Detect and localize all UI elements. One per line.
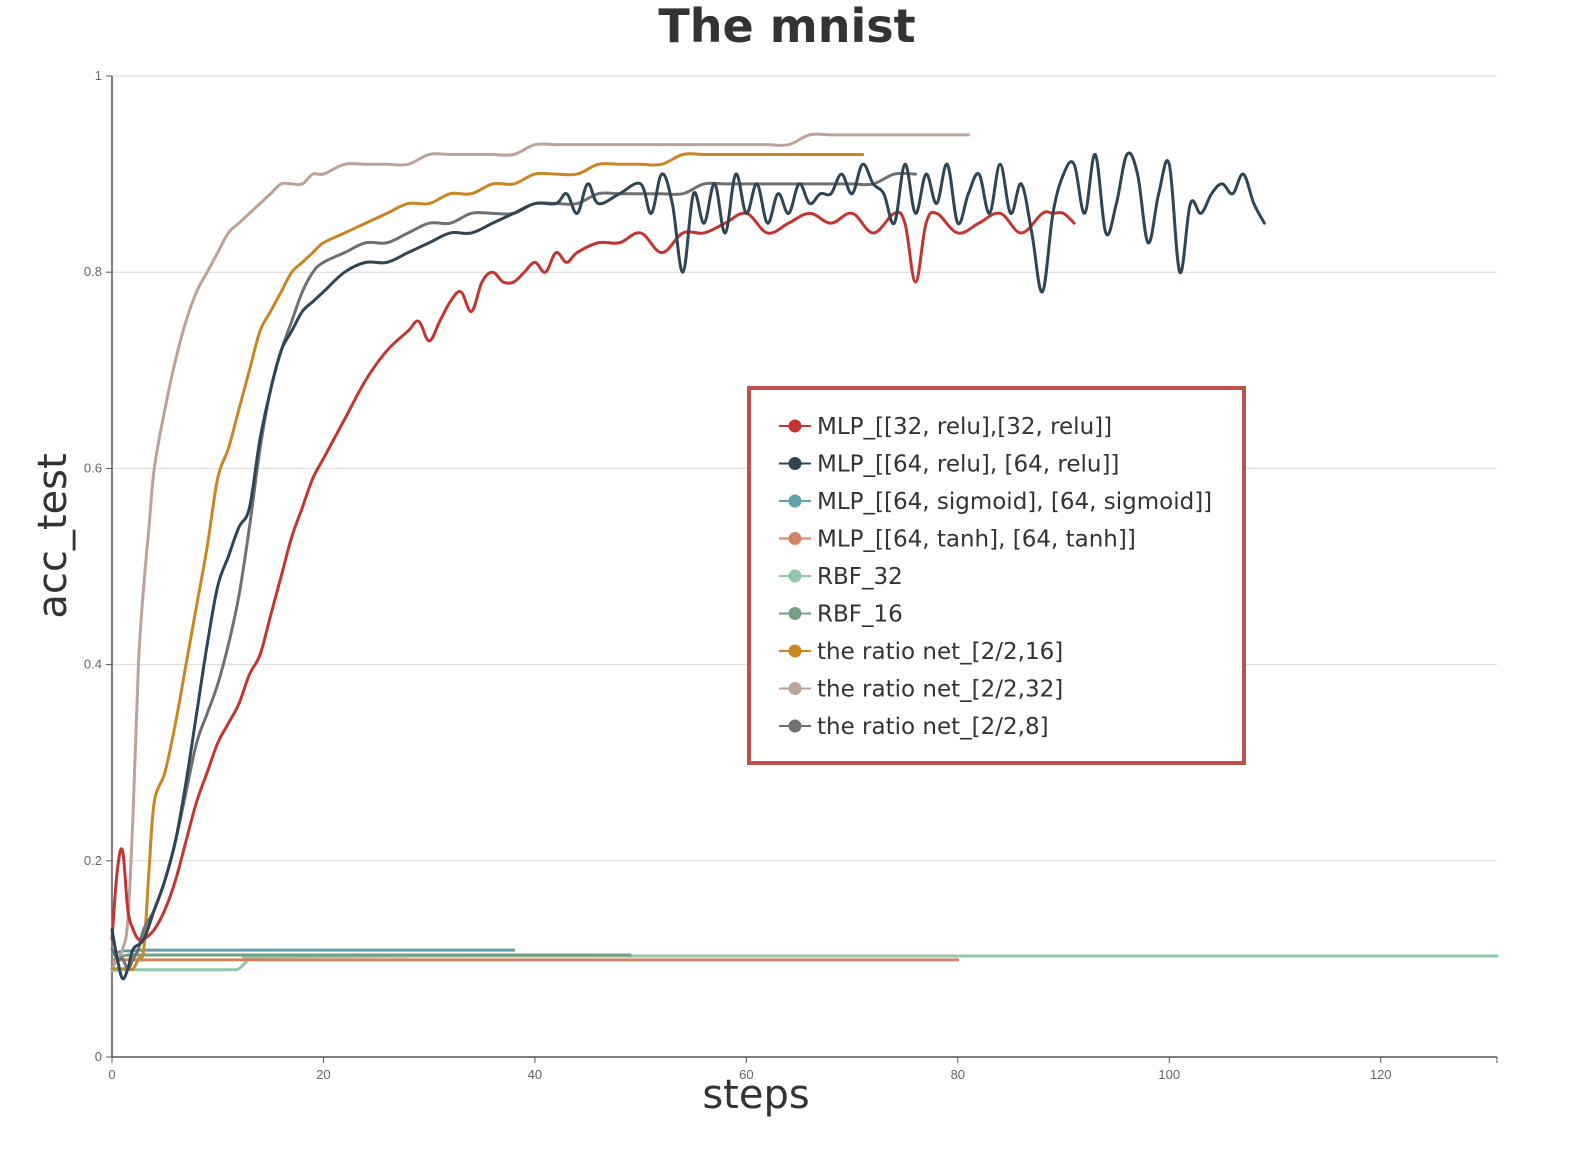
x-tick-label: 120 — [1370, 1067, 1392, 1082]
legend-item-rbf-32[interactable]: RBF_32 — [779, 564, 903, 590]
legend-label: RBF_16 — [817, 602, 903, 628]
series-line-mlp-64-sigmoid-64-sigmoid — [110, 948, 516, 956]
y-tick-label: 1 — [95, 68, 102, 83]
series-line-the-ratio-net-2-2-16 — [110, 152, 865, 971]
series-lines — [110, 132, 1499, 981]
y-tick-label: 0 — [95, 1049, 102, 1064]
x-tick-label: 20 — [316, 1067, 330, 1082]
y-tick-label: 0.8 — [84, 264, 102, 279]
x-tick-label: 100 — [1158, 1067, 1180, 1082]
legend-label: the ratio net_[2/2,16] — [817, 639, 1063, 665]
legend-marker — [788, 457, 802, 470]
x-axis-title: steps — [702, 1072, 809, 1118]
legend-label: MLP_[[32, relu],[32, relu]] — [817, 414, 1112, 440]
legend-marker — [788, 719, 802, 733]
axes — [111, 76, 1497, 1058]
series-line-rbf-16 — [110, 953, 632, 963]
legend-item-rbf-16[interactable]: RBF_16 — [779, 602, 903, 628]
legend-label: MLP_[[64, relu], [64, relu]] — [817, 452, 1119, 478]
legend-marker — [788, 682, 802, 695]
y-tick-label: 0.6 — [84, 460, 102, 475]
legend-items: MLP_[[32, relu],[32, relu]] MLP_[[64, rel… — [779, 414, 1212, 740]
legend-label: RBF_32 — [817, 564, 903, 590]
legend-marker — [788, 607, 802, 620]
x-tick-label: 40 — [528, 1067, 542, 1082]
chart-title: The mnist — [658, 0, 915, 53]
series-line-mlp-64-tanh-64-tanh — [110, 958, 960, 963]
legend: MLP_[[32, relu],[32, relu]] MLP_[[64, rel… — [747, 386, 1246, 765]
series-line-the-ratio-net-2-2-32 — [110, 132, 970, 971]
y-axis-ticks: 0 0.2 0.4 0.6 0.8 1 — [84, 68, 112, 1064]
series-line-mlp-64-relu-64-relu — [110, 151, 1266, 981]
y-axis-title: acc_test — [30, 453, 76, 618]
x-tick-label: 80 — [951, 1067, 965, 1082]
y-tick-label: 0.4 — [84, 657, 102, 672]
legend-label: MLP_[[64, tanh], [64, tanh]] — [817, 527, 1136, 553]
legend-label: the ratio net_[2/2,8] — [817, 714, 1049, 740]
legend-box — [747, 386, 1246, 765]
legend-marker — [788, 569, 802, 583]
legend-item-mlp-64-sigmoid-64-sigmoid[interactable]: MLP_[[64, sigmoid], [64, sigmoid]] — [779, 489, 1212, 515]
legend-item-the-ratio-net-2-2-16[interactable]: the ratio net_[2/2,16] — [779, 639, 1063, 665]
x-tick-label: 60 — [739, 1067, 753, 1082]
x-axis-ticks: 0 20 40 60 80 100 120 — [108, 1057, 1498, 1082]
legend-item-the-ratio-net-2-2-32[interactable]: the ratio net_[2/2,32] — [779, 677, 1063, 703]
y-tick-label: 0.2 — [84, 853, 102, 868]
series-line-rbf-32 — [110, 954, 1499, 973]
legend-item-mlp-64-tanh-64-tanh[interactable]: MLP_[[64, tanh], [64, tanh]] — [779, 527, 1136, 553]
legend-marker — [788, 532, 802, 545]
legend-marker — [788, 494, 802, 508]
legend-marker — [788, 644, 802, 658]
x-tick-label: 0 — [108, 1067, 115, 1082]
legend-label: MLP_[[64, sigmoid], [64, sigmoid]] — [817, 489, 1212, 515]
legend-item-the-ratio-net-2-2-8[interactable]: the ratio net_[2/2,8] — [779, 714, 1049, 740]
legend-item-mlp-32-relu-32-relu[interactable]: MLP_[[32, relu],[32, relu]] — [779, 414, 1112, 440]
legend-label: the ratio net_[2/2,32] — [817, 677, 1063, 703]
legend-item-mlp-64-relu-64-relu[interactable]: MLP_[[64, relu], [64, relu]] — [779, 452, 1119, 478]
legend-marker — [788, 419, 802, 433]
